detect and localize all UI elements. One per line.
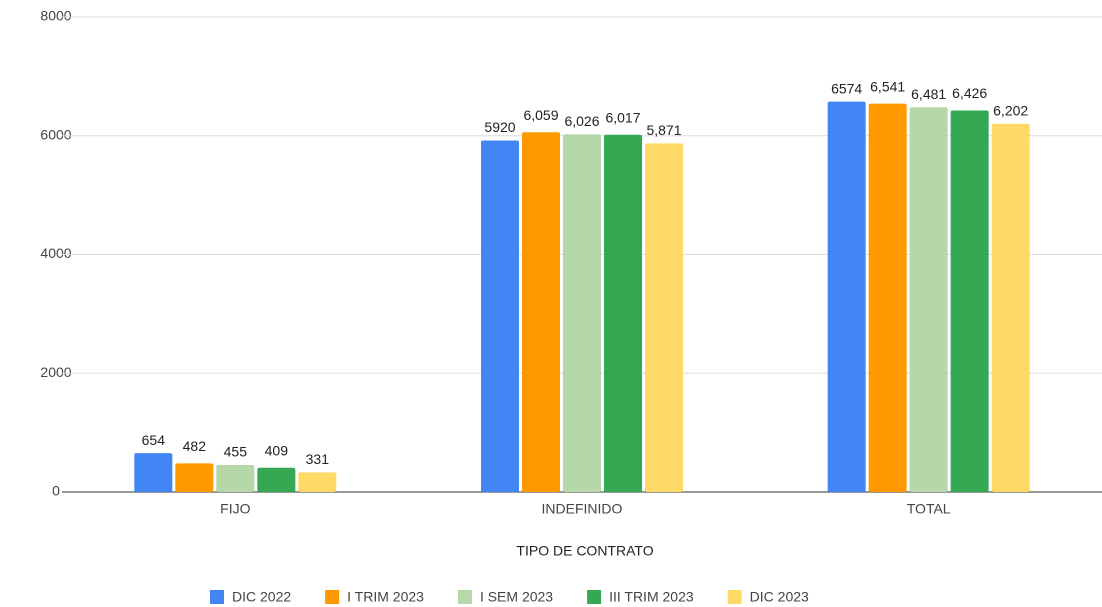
data-label: 455	[224, 444, 248, 460]
y-tick-label: 4000	[40, 245, 71, 261]
bar	[563, 134, 601, 493]
x-tick-label: FIJO	[220, 501, 250, 517]
legend-label: DIC 2022	[232, 589, 291, 605]
data-label: 482	[183, 438, 207, 454]
data-label: 6,202	[993, 102, 1028, 118]
data-label: 6574	[831, 80, 862, 96]
bar	[909, 107, 948, 493]
legend-swatch	[210, 590, 224, 604]
legend-label: III TRIM 2023	[609, 589, 694, 605]
bar	[175, 463, 214, 492]
data-label: 6,481	[911, 86, 946, 102]
data-label: 6,026	[564, 113, 599, 129]
bar	[950, 110, 989, 493]
bar	[298, 472, 337, 492]
x-tick-label: TOTAL	[907, 501, 951, 517]
data-label: 654	[142, 432, 166, 448]
data-label: 5920	[484, 119, 515, 135]
bar	[216, 464, 255, 492]
x-tick-label: INDEFINIDO	[542, 501, 623, 517]
legend-label: DIC 2023	[750, 589, 809, 605]
bar	[868, 103, 907, 493]
legend-swatch	[727, 590, 742, 604]
data-label: 409	[265, 442, 289, 458]
data-label: 6,017	[605, 109, 640, 125]
y-tick-label: 0	[52, 483, 60, 499]
y-tick-label: 8000	[40, 8, 71, 24]
bar	[991, 123, 1030, 492]
legend-label: I SEM 2023	[480, 589, 553, 605]
legend-swatch	[325, 590, 340, 604]
data-label: 331	[306, 451, 330, 467]
bar	[481, 140, 519, 492]
bar	[604, 134, 642, 492]
bar	[645, 143, 683, 493]
x-axis-title: TIPO DE CONTRATO	[516, 543, 653, 559]
data-label: 6,426	[952, 85, 987, 101]
y-tick-label: 2000	[40, 364, 71, 380]
legend-swatch	[587, 590, 602, 604]
legend-label: I TRIM 2023	[347, 589, 424, 605]
data-label: 5,871	[646, 122, 681, 138]
data-label: 6,541	[870, 78, 905, 94]
bar	[134, 453, 173, 492]
legend-swatch	[457, 590, 472, 604]
bar	[827, 101, 866, 492]
data-label: 6,059	[523, 107, 558, 123]
y-tick-label: 6000	[40, 126, 71, 142]
bar	[257, 467, 296, 492]
bar	[522, 132, 560, 492]
